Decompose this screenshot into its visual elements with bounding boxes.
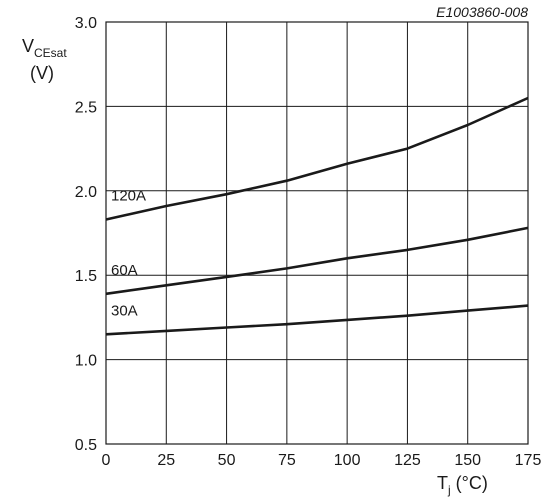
y-tick-label: 0.5 xyxy=(75,437,97,454)
y-tick-label: 1.0 xyxy=(75,353,97,370)
series-lines xyxy=(105,96,529,336)
y-axis-label-main: V xyxy=(22,36,34,56)
y-tick-label: 1.5 xyxy=(75,268,97,285)
x-tick-label: 75 xyxy=(278,452,296,469)
x-tick-label: 175 xyxy=(515,452,542,469)
x-tick-label: 25 xyxy=(157,452,175,469)
series-line-60A xyxy=(105,226,529,296)
series-label-30A: 30A xyxy=(111,302,138,319)
plot-frame xyxy=(105,21,529,445)
x-axis-label: Tj (°C) xyxy=(437,473,488,497)
y-tick-label: 3.0 xyxy=(75,15,97,32)
series-line-30A xyxy=(105,304,529,336)
x-axis-label-unit: (°C) xyxy=(451,473,488,493)
y-tick-label: 2.0 xyxy=(75,184,97,201)
series-label-120A: 120A xyxy=(111,187,146,204)
y-tick-labels: 0.5 1.0 1.5 2.0 2.5 3.0 xyxy=(75,15,97,454)
x-axis-label-main: T xyxy=(437,473,448,493)
series-line-120A xyxy=(105,96,529,221)
series-label-60A: 60A xyxy=(111,262,138,279)
series-labels: 120A 60A 30A xyxy=(111,187,146,319)
x-tick-label: 125 xyxy=(394,452,421,469)
x-tick-label: 0 xyxy=(102,452,111,469)
x-tick-labels: 0 25 50 75 100 125 150 175 xyxy=(102,452,542,469)
x-tick-label: 50 xyxy=(218,452,236,469)
document-id: E1003860-008 xyxy=(436,4,528,20)
y-axis-unit: (V) xyxy=(30,63,54,83)
grid xyxy=(106,22,528,444)
y-tick-label: 2.5 xyxy=(75,99,97,116)
x-tick-label: 100 xyxy=(334,452,361,469)
y-axis-label-subscript: CEsat xyxy=(34,46,67,60)
x-tick-label: 150 xyxy=(454,452,481,469)
x-axis-label-subscript: j xyxy=(447,483,451,497)
y-axis-label: VCEsat xyxy=(22,36,67,60)
